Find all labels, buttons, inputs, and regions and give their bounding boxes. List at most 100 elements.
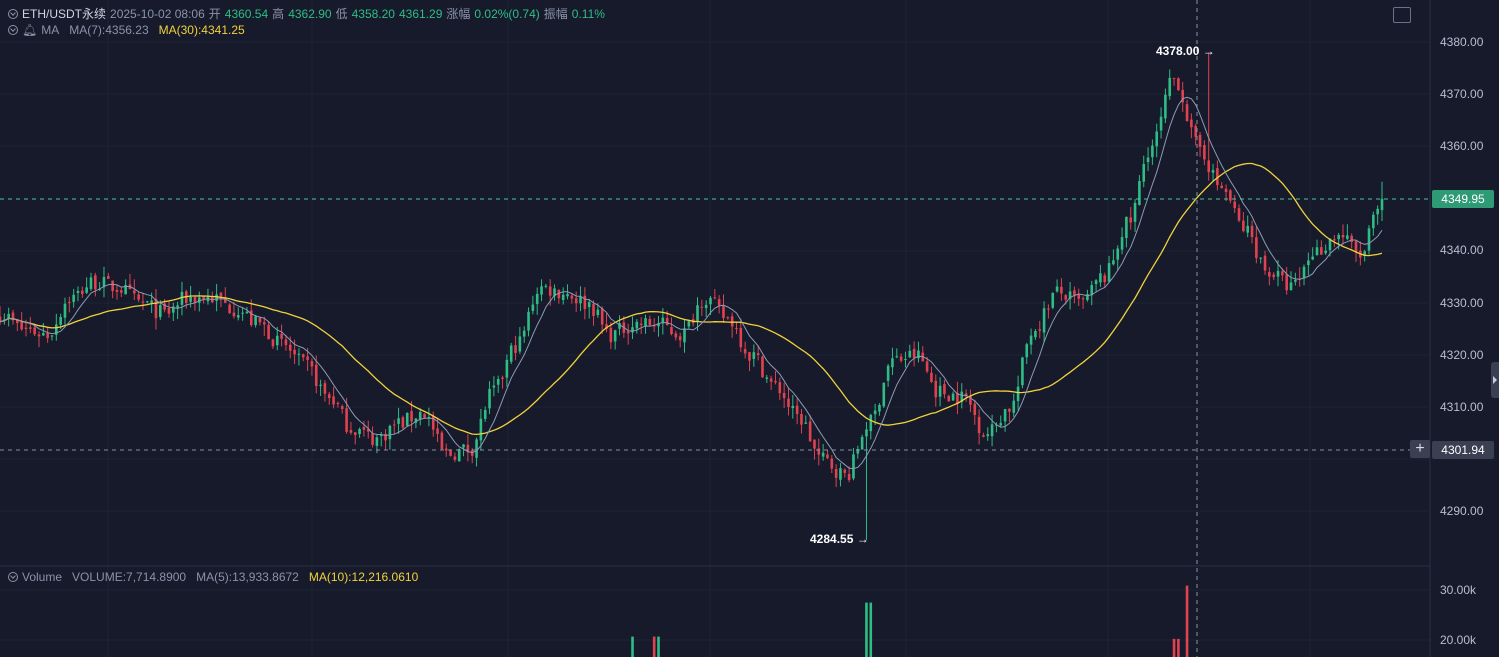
candle-body [830, 458, 834, 469]
candle-body [1211, 170, 1215, 173]
candle-body [1164, 94, 1167, 119]
candle-body [561, 294, 565, 300]
candle-body [605, 324, 608, 329]
volume-bar [1185, 585, 1189, 657]
candle-body [284, 339, 288, 346]
candle-body [977, 416, 981, 434]
candle-body [1029, 335, 1033, 345]
candle-body [1341, 234, 1345, 238]
candle-body [1133, 202, 1137, 222]
candle-body [1081, 298, 1085, 300]
candle-body [856, 449, 860, 454]
candle-body [834, 468, 838, 478]
candle-body [548, 286, 552, 296]
candle-body [509, 345, 513, 362]
candle-body [392, 424, 396, 426]
candle-body [280, 333, 283, 339]
candle-body [1099, 273, 1102, 283]
ma-legend: 🔔︎ MA MA(7):4356.23 MA(30):4341.25 [8, 23, 245, 37]
candle-body [899, 356, 903, 361]
side-panel-toggle[interactable] [1491, 362, 1499, 398]
candle-body [1012, 400, 1016, 413]
candle-body [579, 296, 582, 304]
candle-body [362, 427, 366, 430]
candle-body [687, 321, 691, 327]
candle-body [193, 297, 197, 304]
candle-body [50, 335, 54, 337]
candle-body [115, 290, 119, 292]
candle-body [696, 305, 699, 322]
candle-body [336, 402, 340, 405]
candle-body [145, 301, 149, 303]
candle-body [574, 298, 578, 304]
volume-ma5-value: MA(5):13,933.8672 [196, 570, 299, 584]
candle-body [882, 382, 886, 407]
candle-body [1372, 214, 1375, 229]
candle-body [310, 361, 314, 367]
candle-body [787, 398, 790, 407]
candle-body [1315, 247, 1319, 256]
eye-icon[interactable] [8, 25, 18, 35]
eye-icon[interactable] [8, 572, 18, 582]
candle-body [1107, 263, 1111, 282]
candle-body [475, 439, 478, 458]
candle-body [782, 392, 786, 399]
candle-body [215, 294, 218, 301]
candle-body [778, 382, 782, 394]
candle-body [756, 353, 760, 356]
candle-body [1337, 234, 1340, 240]
candle-body [275, 335, 279, 346]
candle-body [895, 356, 899, 358]
candle-body [1294, 279, 1297, 282]
candle-body [249, 310, 253, 326]
candle-body [0, 316, 2, 322]
candle-body [726, 317, 730, 319]
candle-body [1090, 285, 1094, 296]
candle-body [405, 412, 409, 426]
candle-body [1194, 125, 1198, 137]
candle-body [765, 377, 769, 379]
bell-icon[interactable]: 🔔︎ [22, 23, 38, 37]
expand-icon[interactable] [1393, 7, 1411, 23]
candle-body [29, 327, 32, 329]
candles [0, 52, 1384, 541]
plus-icon[interactable]: + [1410, 440, 1430, 458]
candle-body [1363, 251, 1366, 256]
candle-body [917, 350, 920, 359]
candle-body [423, 413, 426, 418]
candle-body [947, 395, 951, 402]
candle-body [189, 296, 192, 302]
low-value: 4358.20 [351, 6, 395, 21]
candle-body [852, 454, 855, 479]
candle-body [85, 287, 88, 293]
candle-body [176, 305, 179, 308]
candle-body [258, 317, 262, 323]
candle-body [904, 359, 907, 361]
candle-body [1025, 344, 1029, 358]
candle-body [1077, 294, 1081, 299]
candle-body [587, 302, 591, 308]
candle-body [349, 429, 353, 433]
candle-body [1324, 250, 1327, 254]
candle-body [197, 297, 201, 303]
candle-body [808, 421, 812, 442]
candle-body [431, 416, 435, 430]
price-tick: 4330.00 [1440, 296, 1484, 310]
volume-bar [865, 602, 868, 657]
candle-body [137, 294, 140, 300]
candle-body [860, 436, 864, 450]
candle-body [301, 354, 305, 358]
candle-body [960, 391, 964, 403]
candle-body [1380, 198, 1384, 211]
candle-body [566, 293, 569, 297]
candle-body [873, 410, 877, 415]
candle-body [1281, 271, 1284, 276]
candle-body [522, 330, 526, 337]
candle-body [956, 392, 959, 404]
candle-body [735, 327, 738, 329]
eye-icon[interactable] [8, 8, 18, 19]
volume-bar [657, 636, 660, 657]
candle-body [375, 437, 379, 446]
candle-body [379, 434, 383, 436]
